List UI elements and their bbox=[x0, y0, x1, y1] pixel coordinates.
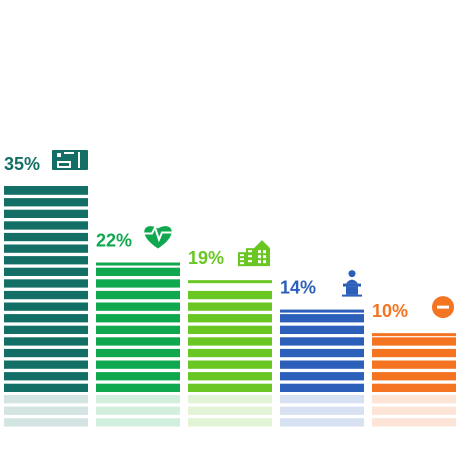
data-label: 35% bbox=[4, 154, 40, 174]
data-label: 14% bbox=[280, 278, 316, 298]
bar-segment bbox=[280, 325, 364, 334]
reflection-segment bbox=[96, 418, 180, 427]
bar-segment bbox=[4, 279, 88, 288]
bar-segment bbox=[372, 360, 456, 369]
bar-politics bbox=[280, 309, 364, 392]
bar-reflection bbox=[280, 395, 364, 427]
bar-segment bbox=[188, 325, 272, 334]
bar-segment bbox=[4, 302, 88, 311]
bar-health bbox=[96, 262, 180, 392]
bar-segment bbox=[372, 383, 456, 392]
bar-cap bbox=[188, 280, 272, 284]
bar-segment bbox=[4, 325, 88, 334]
bar-segment bbox=[4, 232, 88, 242]
bar-segment bbox=[372, 372, 456, 381]
bar-reflection bbox=[372, 395, 456, 427]
reflection-segment bbox=[188, 395, 272, 404]
bar-segment bbox=[188, 360, 272, 369]
bar-segment bbox=[280, 337, 364, 346]
bar-segment bbox=[4, 267, 88, 276]
reflection-segment bbox=[96, 395, 180, 404]
bar-segment bbox=[188, 337, 272, 346]
bar-segment bbox=[280, 383, 364, 392]
bar-segment bbox=[96, 279, 180, 288]
bar-segment bbox=[4, 360, 88, 369]
bar-segment bbox=[96, 267, 180, 276]
bar-segment bbox=[96, 360, 180, 369]
bar-segment bbox=[4, 198, 88, 207]
bar-segment bbox=[96, 302, 180, 311]
bar-housing bbox=[188, 280, 272, 392]
reflection-segment bbox=[280, 395, 364, 404]
bar-cap bbox=[372, 333, 456, 337]
reflection-segment bbox=[372, 395, 456, 404]
city-buildings-icon bbox=[238, 240, 270, 267]
bar-segment bbox=[372, 348, 456, 358]
reflection-segment bbox=[4, 406, 88, 415]
reflection-segment bbox=[4, 418, 88, 427]
bar-segment bbox=[4, 221, 88, 230]
bar-other bbox=[372, 333, 456, 392]
bar-segment bbox=[4, 244, 88, 253]
bar-segment bbox=[280, 348, 364, 358]
bar-segment bbox=[188, 290, 272, 300]
podium-speaker-icon bbox=[342, 270, 362, 297]
reflection-segment bbox=[372, 406, 456, 415]
bar-segment bbox=[4, 256, 88, 265]
bar-segment bbox=[96, 383, 180, 392]
bar-segment bbox=[4, 348, 88, 358]
bar-segment bbox=[96, 314, 180, 323]
bar-money bbox=[4, 186, 88, 392]
data-label: 19% bbox=[188, 248, 224, 268]
bar-segment bbox=[96, 337, 180, 346]
bar-reflection bbox=[188, 395, 272, 427]
reflection-segment bbox=[372, 418, 456, 427]
bar-segment bbox=[188, 314, 272, 323]
bar-segment bbox=[96, 290, 180, 300]
data-label: 10% bbox=[372, 301, 408, 321]
reflection-segment bbox=[188, 418, 272, 427]
banknote-icon bbox=[52, 150, 88, 170]
bar-segment bbox=[280, 372, 364, 381]
bar-segment bbox=[280, 314, 364, 323]
bar-segment bbox=[4, 209, 88, 218]
bar-cap bbox=[96, 262, 180, 266]
reflection-segment bbox=[96, 406, 180, 415]
bar-segment bbox=[4, 314, 88, 323]
bar-segment bbox=[372, 337, 456, 346]
bar-segment bbox=[96, 372, 180, 381]
bar-segment bbox=[188, 348, 272, 358]
reflection-segment bbox=[4, 395, 88, 404]
bar-segment bbox=[4, 290, 88, 300]
bar-segment bbox=[4, 383, 88, 392]
reflection-segment bbox=[280, 418, 364, 427]
bar-reflection bbox=[4, 395, 88, 427]
bar-segment bbox=[4, 186, 88, 195]
heart-pulse-icon bbox=[144, 224, 172, 249]
bar-segment bbox=[96, 348, 180, 358]
bar-reflection bbox=[96, 395, 180, 427]
bar-segment bbox=[280, 360, 364, 369]
data-label: 22% bbox=[96, 231, 132, 251]
bar-segment bbox=[4, 372, 88, 381]
reflection-segment bbox=[188, 406, 272, 415]
bar-segment bbox=[96, 325, 180, 334]
bar-segment bbox=[188, 302, 272, 311]
bar-cap bbox=[280, 309, 364, 313]
bar-cap bbox=[4, 186, 88, 189]
minus-circle-icon bbox=[432, 296, 454, 319]
reflection-segment bbox=[280, 406, 364, 415]
bar-segment bbox=[188, 372, 272, 381]
bar-segment bbox=[4, 337, 88, 346]
bar-segment bbox=[188, 383, 272, 392]
